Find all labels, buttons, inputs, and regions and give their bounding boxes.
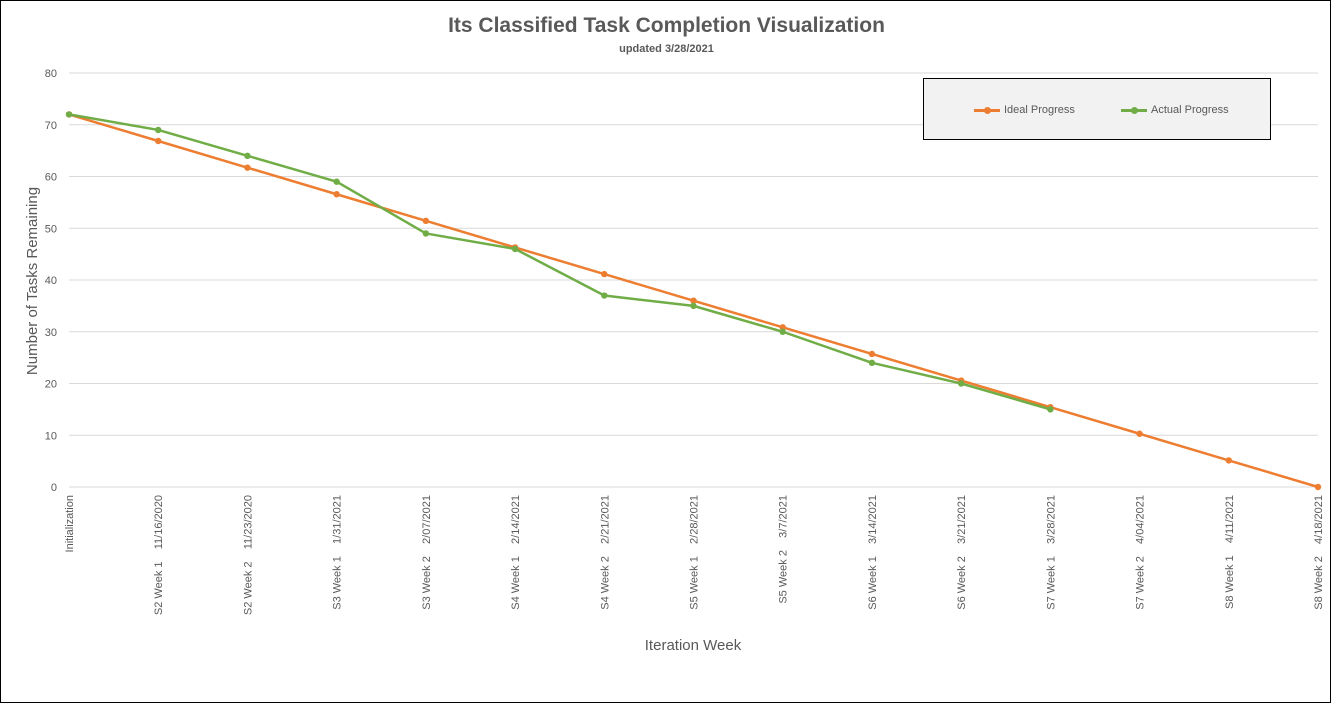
y-tick-label: 30 (45, 327, 57, 339)
series-layer (65, 111, 1322, 491)
legend: Ideal Progress Actual Progress (923, 78, 1271, 140)
x-tick-label: S6 Week 2 3/21/2021 (956, 495, 968, 610)
y-axis-title: Number of Tasks Remaining (24, 187, 41, 375)
data-point-ideal (779, 324, 786, 331)
x-tick-label: S3 Week 1 1/31/2021 (332, 495, 344, 610)
x-axis-title: Iteration Week (645, 637, 742, 654)
data-point-ideal (333, 191, 340, 198)
data-point-actual (868, 359, 876, 366)
data-point-actual (779, 328, 786, 335)
legend-swatch-actual (1121, 102, 1147, 118)
x-tick-label: S8 Week 2 4/18/2021 (1313, 495, 1325, 610)
data-point-ideal (1225, 457, 1232, 464)
y-tick-label: 80 (45, 68, 57, 80)
data-point-ideal (601, 270, 608, 278)
y-axis-ticks: 0 10 20 30 40 50 60 70 80 (45, 68, 57, 494)
x-tick-label: S2 Week 2 11/23/2020 (242, 495, 254, 615)
x-tick-label: S7 Week 2 4/04/2021 (1135, 495, 1147, 610)
y-tick-label: 70 (45, 120, 57, 132)
y-tick-label: 0 (51, 482, 57, 494)
data-point-actual (155, 126, 162, 134)
data-point-actual (511, 245, 519, 253)
data-point-ideal (690, 297, 697, 304)
legend-label-actual: Actual Progress (1151, 104, 1229, 116)
x-tick-label: S5 Week 1 2/28/2021 (689, 495, 701, 610)
x-tick-label: S4 Week 1 2/14/2021 (510, 495, 522, 610)
chart-title: Its Classified Task Completion Visualiza… (448, 14, 885, 37)
x-tick-label: S2 Week 1 11/16/2020 (153, 495, 165, 615)
chart-subtitle: updated 3/28/2021 (619, 43, 714, 55)
x-axis-ticks: Initialization S2 Week 1 11/16/2020 S2 Wee… (64, 495, 1325, 615)
y-tick-label: 60 (45, 172, 57, 184)
data-point-actual (1047, 406, 1054, 413)
data-point-ideal (1136, 430, 1143, 437)
x-tick-label: S5 Week 2 3/7/2021 (778, 495, 790, 604)
data-point-actual (422, 230, 430, 237)
data-point-actual (601, 292, 608, 299)
legend-item-ideal: Ideal Progress (974, 102, 1075, 118)
data-point-ideal (244, 164, 251, 171)
x-tick-label: S4 Week 2 2/21/2021 (599, 495, 611, 610)
legend-label-ideal: Ideal Progress (1004, 104, 1075, 116)
y-tick-label: 10 (45, 430, 57, 442)
data-point-actual (333, 178, 340, 185)
x-tick-label: S6 Week 1 3/14/2021 (867, 495, 879, 610)
data-point-ideal (422, 217, 430, 225)
data-point-actual (65, 111, 73, 118)
x-tick-label: S8 Week 1 4/11/2021 (1224, 495, 1236, 609)
data-point-actual (690, 302, 697, 310)
x-tick-label: Initialization (64, 495, 76, 552)
series-line-actual (68, 113, 1051, 411)
data-point-actual (244, 152, 251, 159)
data-point-ideal (1314, 483, 1322, 491)
y-tick-label: 20 (45, 379, 57, 391)
data-point-actual (957, 380, 965, 387)
data-point-ideal (868, 350, 876, 358)
legend-item-actual: Actual Progress (1121, 102, 1229, 118)
y-tick-label: 50 (45, 223, 57, 235)
x-tick-label: S7 Week 1 3/28/2021 (1045, 495, 1057, 610)
x-tick-label: S3 Week 2 2/07/2021 (421, 495, 433, 610)
data-point-ideal (155, 137, 162, 145)
legend-swatch-ideal (974, 102, 1000, 118)
y-tick-label: 40 (45, 275, 57, 287)
